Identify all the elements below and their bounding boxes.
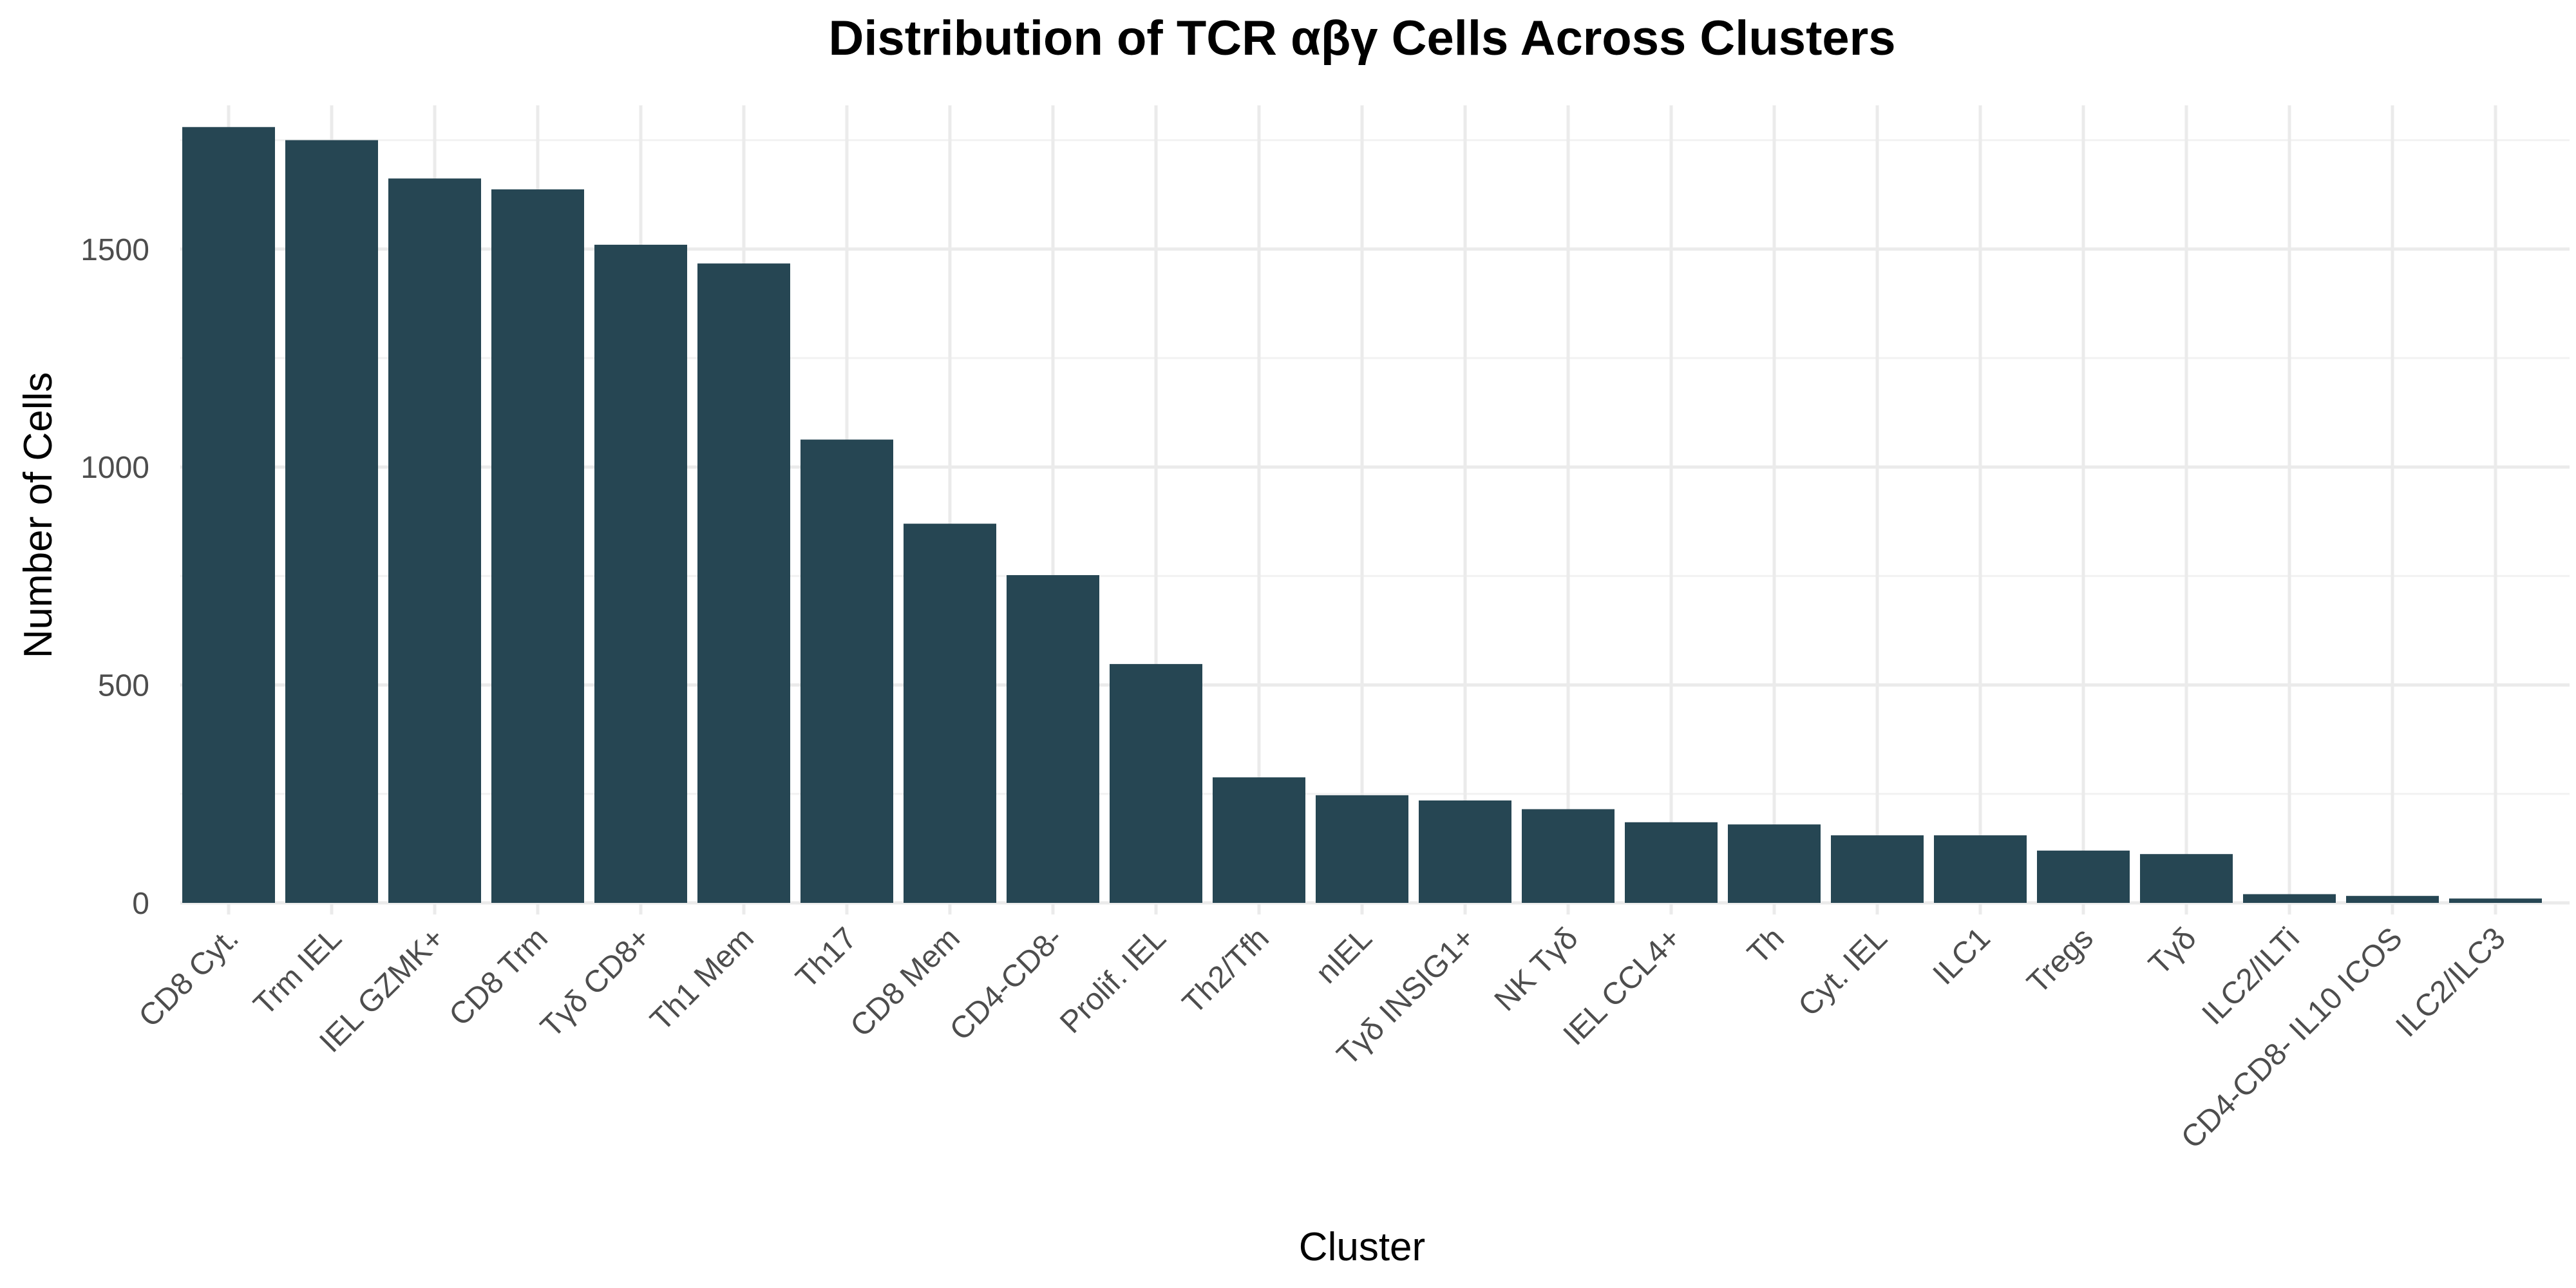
bar (491, 189, 584, 904)
y-tick-label: 1000 (80, 451, 149, 485)
bar (1728, 824, 1821, 903)
bar (697, 263, 790, 903)
bar (1625, 822, 1718, 903)
bar (1934, 835, 2027, 903)
bar (1213, 777, 1305, 903)
bar (388, 178, 481, 903)
bar (2346, 896, 2439, 903)
y-tick-label: 0 (132, 887, 149, 921)
y-tick-label: 1500 (80, 233, 149, 267)
bar (1110, 664, 1202, 903)
y-axis-ticks: 0 500 1000 1500 (80, 233, 149, 921)
bar (800, 439, 893, 903)
bar (1007, 575, 1099, 903)
bar (2449, 898, 2542, 903)
chart-title: Distribution of TCR αβγ Cells Across Clu… (828, 11, 1895, 66)
bar (904, 524, 996, 903)
bar (1831, 835, 1924, 903)
bar (182, 127, 275, 903)
bar (2140, 854, 2233, 903)
bar (1522, 809, 1615, 903)
bar (1316, 795, 1408, 903)
bar (594, 245, 687, 904)
bar (1419, 800, 1511, 903)
bar (285, 140, 378, 904)
bar (2037, 850, 2130, 903)
y-tick-label: 500 (98, 669, 149, 703)
bar (2243, 894, 2336, 903)
y-axis-title: Number of Cells (16, 372, 61, 658)
bars (182, 127, 2542, 904)
x-axis-title: Cluster (1299, 1225, 1425, 1269)
